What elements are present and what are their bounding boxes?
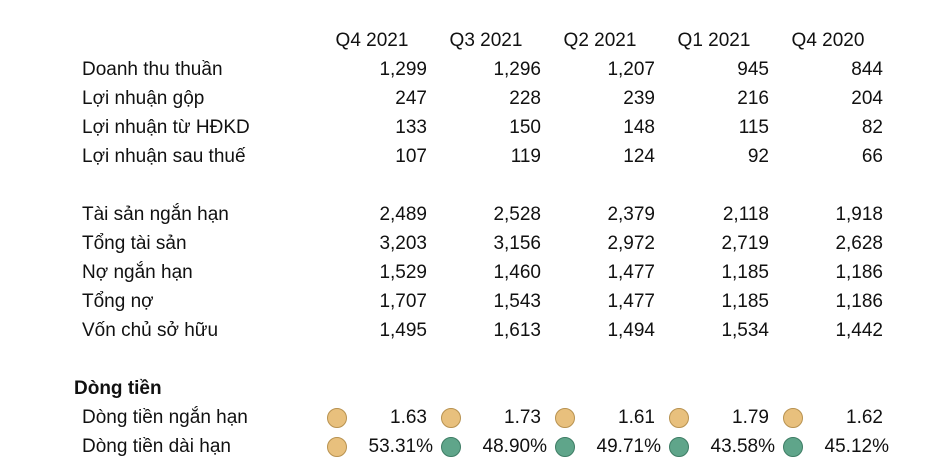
table-cell: 1,442	[835, 320, 883, 341]
table-cell: 2,719	[721, 233, 769, 254]
table-cell: 45.12%	[824, 436, 889, 457]
yellow-circle-icon	[441, 408, 461, 428]
table-cell: 1,299	[379, 59, 427, 80]
period-header-q4-2020: Q4 2020	[791, 30, 865, 51]
period-header-q4-2021: Q4 2021	[335, 30, 409, 51]
table-cell: 1,495	[379, 320, 427, 341]
green-circle-icon	[555, 437, 575, 457]
table-cell: 107	[395, 146, 427, 167]
table-cell: 148	[623, 117, 655, 138]
table-cell: 2,118	[722, 204, 769, 225]
table-cell: 1,707	[379, 291, 427, 312]
table-cell: 3,203	[379, 233, 427, 254]
table-cell: 53.31%	[368, 436, 433, 457]
yellow-circle-icon	[327, 437, 347, 457]
table-cell: 1,529	[379, 262, 427, 283]
period-header-q3-2021: Q3 2021	[449, 30, 523, 51]
table-cell: 1,185	[721, 291, 769, 312]
row-label-net-profit: Lợi nhuận sau thuế	[82, 146, 246, 167]
table-cell: 1.61	[618, 407, 655, 428]
row-label-short-term-cashflow: Dòng tiền ngắn hạn	[82, 407, 248, 428]
row-label-gross-profit: Lợi nhuận gộp	[82, 88, 205, 109]
table-cell: 1,186	[835, 291, 883, 312]
green-circle-icon	[783, 437, 803, 457]
table-cell: 247	[395, 88, 427, 109]
table-cell: 92	[747, 146, 769, 167]
table-cell: 1,918	[835, 204, 883, 225]
table-cell: 2,972	[607, 233, 655, 254]
table-cell: 2,528	[493, 204, 541, 225]
row-label-long-term-cashflow: Dòng tiền dài hạn	[82, 436, 231, 457]
table-cell: 228	[509, 88, 541, 109]
table-cell: 1,477	[607, 262, 655, 283]
table-cell: 133	[395, 117, 427, 138]
table-cell: 1,207	[607, 59, 655, 80]
table-cell: 2,628	[835, 233, 883, 254]
yellow-circle-icon	[783, 408, 803, 428]
table-cell: 1,613	[493, 320, 541, 341]
table-cell: 1,460	[493, 262, 541, 283]
table-cell: 2,489	[379, 204, 427, 225]
table-cell: 49.71%	[596, 436, 661, 457]
table-cell: 844	[851, 59, 883, 80]
row-label-total-liabilities: Tổng nợ	[82, 291, 154, 312]
section-title-cashflow: Dòng tiền	[74, 378, 162, 399]
yellow-circle-icon	[669, 408, 689, 428]
table-cell: 204	[851, 88, 883, 109]
table-cell: 124	[623, 146, 655, 167]
table-cell: 1,185	[721, 262, 769, 283]
table-cell: 115	[738, 117, 769, 138]
table-cell: 43.58%	[710, 436, 775, 457]
table-cell: 3,156	[493, 233, 541, 254]
row-label-current-assets: Tài sản ngắn hạn	[82, 204, 229, 225]
period-header-q2-2021: Q2 2021	[563, 30, 637, 51]
table-cell: 150	[509, 117, 541, 138]
yellow-circle-icon	[555, 408, 575, 428]
table-cell: 1.79	[732, 407, 769, 428]
table-cell: 1,534	[721, 320, 769, 341]
row-label-current-liabilities: Nợ ngắn hạn	[82, 262, 193, 283]
row-label-equity: Vốn chủ sở hữu	[82, 320, 219, 341]
table-cell: 1.73	[504, 407, 541, 428]
green-circle-icon	[441, 437, 461, 457]
row-label-operating-profit: Lợi nhuận từ HĐKD	[82, 117, 250, 138]
table-cell: 1.62	[846, 407, 883, 428]
table-cell: 1,186	[835, 262, 883, 283]
green-circle-icon	[669, 437, 689, 457]
table-cell: 1,296	[493, 59, 541, 80]
table-cell: 945	[737, 59, 769, 80]
table-cell: 239	[623, 88, 655, 109]
table-cell: 119	[510, 146, 541, 167]
period-header-q1-2021: Q1 2021	[677, 30, 751, 51]
table-cell: 216	[737, 88, 769, 109]
table-cell: 66	[861, 146, 883, 167]
table-cell: 48.90%	[482, 436, 547, 457]
table-cell: 1,477	[607, 291, 655, 312]
table-cell: 82	[861, 117, 883, 138]
table-cell: 2,379	[607, 204, 655, 225]
table-cell: 1,543	[493, 291, 541, 312]
yellow-circle-icon	[327, 408, 347, 428]
table-cell: 1.63	[390, 407, 427, 428]
row-label-revenue: Doanh thu thuần	[82, 59, 223, 80]
row-label-total-assets: Tổng tài sản	[82, 233, 187, 254]
table-cell: 1,494	[607, 320, 655, 341]
